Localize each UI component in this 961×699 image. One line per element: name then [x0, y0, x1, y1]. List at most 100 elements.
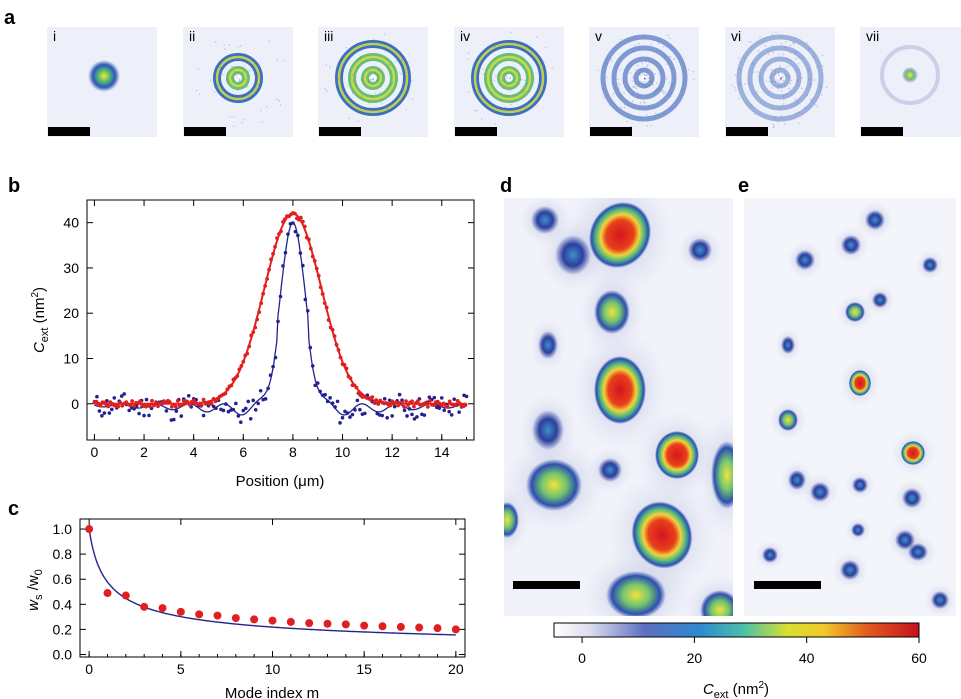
- colorbar-label-units: (nm: [728, 681, 758, 698]
- plot-c-point: [140, 602, 149, 611]
- mode-image-noise: [505, 74, 507, 76]
- map-blob: [852, 477, 868, 493]
- plot-c-ytick-label: 0.0: [53, 646, 73, 662]
- plot-c-curves: [88, 528, 456, 636]
- mode-image-noise: [197, 68, 199, 70]
- plot-b-red-point: [261, 291, 266, 296]
- plot-b-blue-point: [308, 345, 313, 350]
- plot-b-ylabel-main: C: [31, 342, 48, 353]
- plot-b-xtick-label: 6: [239, 444, 247, 460]
- mode-image-noise: [772, 123, 774, 126]
- mode-image-noise: [643, 77, 646, 80]
- mode-image-noise: [671, 108, 673, 110]
- mode-image-noise: [509, 78, 511, 80]
- mode-image-noise: [626, 120, 628, 122]
- plot-b-red-point: [175, 398, 180, 403]
- mode-image-noise: [778, 85, 780, 87]
- mode-image-noise: [644, 86, 646, 88]
- mode-image-ring-highlight: [363, 68, 383, 88]
- mode-image-noise: [638, 83, 640, 85]
- mode-image-noise: [478, 91, 480, 94]
- mode-image-noise: [744, 83, 746, 85]
- mode-image-noise: [787, 65, 790, 67]
- map-blob: [849, 370, 871, 396]
- mode-image-noise: [355, 85, 357, 87]
- map-blob: [931, 591, 949, 609]
- mode-image-center: [777, 75, 783, 81]
- mode-image-noise: [505, 79, 507, 81]
- plot-b-red-point: [281, 219, 285, 224]
- mode-image-noise: [610, 60, 612, 63]
- plot-b-blue-point: [464, 394, 469, 399]
- mode-image-noise: [663, 112, 665, 115]
- mode-image-noise: [196, 89, 198, 92]
- plot-b-blue-point: [147, 413, 151, 418]
- mode-image-noise: [811, 98, 813, 100]
- mode-image-noise: [534, 104, 536, 106]
- map-blob: [781, 336, 795, 354]
- plot-b-ylabel-sub: ext: [39, 328, 51, 343]
- mode-image-ring-highlight: [499, 68, 519, 88]
- plot-b-red-point: [394, 400, 399, 404]
- plot-b-blue-point: [291, 221, 295, 225]
- plot-b-red-point: [116, 404, 121, 409]
- mode-image-noise: [226, 78, 228, 80]
- mode-image-noise: [771, 74, 773, 76]
- mode-image-noise: [654, 73, 656, 75]
- plot-b-blue-point: [112, 396, 117, 400]
- plot-b-blue-point: [174, 409, 179, 413]
- mode-image-noise: [672, 58, 674, 61]
- mode-image-noise: [345, 46, 347, 49]
- plot-c: 0 5 10 15 200.00.20.40.60.81.0 Mode index m …: [25, 518, 466, 699]
- plot-b-red-point: [229, 383, 234, 388]
- mode-image-label: vii: [866, 28, 879, 44]
- mode-image-noise: [785, 41, 787, 43]
- plot-c-model-curve: [88, 528, 456, 636]
- plot-b-red-point: [344, 366, 349, 371]
- mode-image-noise: [518, 83, 520, 85]
- mode-image-noise: [646, 71, 648, 73]
- plot-b-red-point: [320, 292, 325, 296]
- mode-image-noise: [657, 43, 660, 45]
- plot-b-blue-point: [246, 399, 251, 404]
- mode-image-noise: [392, 82, 394, 84]
- plot-b-blue-point: [119, 394, 124, 398]
- plot-c-xtick-label: 20: [448, 661, 464, 677]
- colorbar-tick-label: 60: [911, 650, 927, 666]
- mode-image-noise: [509, 90, 511, 92]
- mode-image-noise: [797, 79, 799, 81]
- plot-b-red-point: [167, 400, 172, 405]
- mode-image-noise: [631, 80, 633, 82]
- mode-image-ring: [611, 45, 677, 111]
- plot-c-ylabel-sub: s: [33, 594, 45, 600]
- mode-image-noise: [467, 91, 470, 93]
- mode-image-noise: [777, 79, 779, 81]
- mode-image-noise: [780, 85, 782, 87]
- plot-b-blue-point: [447, 409, 451, 414]
- plot-b-red-point: [267, 267, 271, 272]
- mode-image-noise: [642, 84, 644, 86]
- plot-c-xtick-label: 5: [177, 661, 185, 677]
- plot-b-xtick-label: 10: [335, 444, 351, 460]
- mode-image-noise: [771, 80, 774, 83]
- mode-image-noise: [247, 75, 249, 77]
- mode-image-center: [235, 75, 241, 81]
- plot-b-blue-point: [325, 399, 330, 404]
- mode-image-noise: [346, 85, 348, 87]
- plot-b-blue-point: [363, 411, 367, 416]
- mode-image-noise: [381, 103, 383, 105]
- colorbar-label-sub: ext: [714, 689, 729, 699]
- mode-image-noise: [337, 89, 340, 91]
- mode-image-noise: [504, 106, 506, 109]
- mode-image-noise: [777, 53, 780, 55]
- mode-image-noise: [738, 97, 740, 99]
- plot-b-blue-point: [243, 406, 248, 411]
- plot-b-red-point: [312, 258, 317, 263]
- mode-image-noise: [630, 72, 632, 74]
- plot-b-ticks: 0 2 4 6 8 10 12 14 0 10 20 30 40: [63, 200, 474, 460]
- plot-b-ylabel-units: (nm: [31, 298, 48, 328]
- mode-image-noise: [348, 117, 350, 119]
- plot-b-red-point: [225, 387, 230, 392]
- plot-b-red-point: [132, 403, 137, 408]
- mode-image-scalebar: [319, 127, 361, 136]
